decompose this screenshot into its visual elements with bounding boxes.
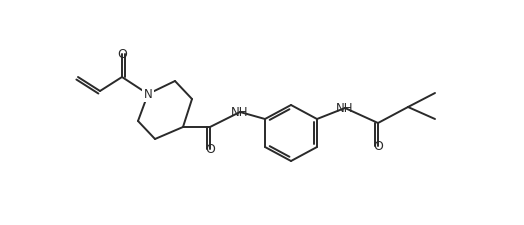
- Text: O: O: [205, 143, 215, 156]
- Text: O: O: [373, 140, 383, 153]
- Text: N: N: [144, 88, 152, 101]
- Text: NH: NH: [336, 102, 354, 115]
- Text: O: O: [117, 48, 127, 61]
- Text: NH: NH: [231, 106, 249, 119]
